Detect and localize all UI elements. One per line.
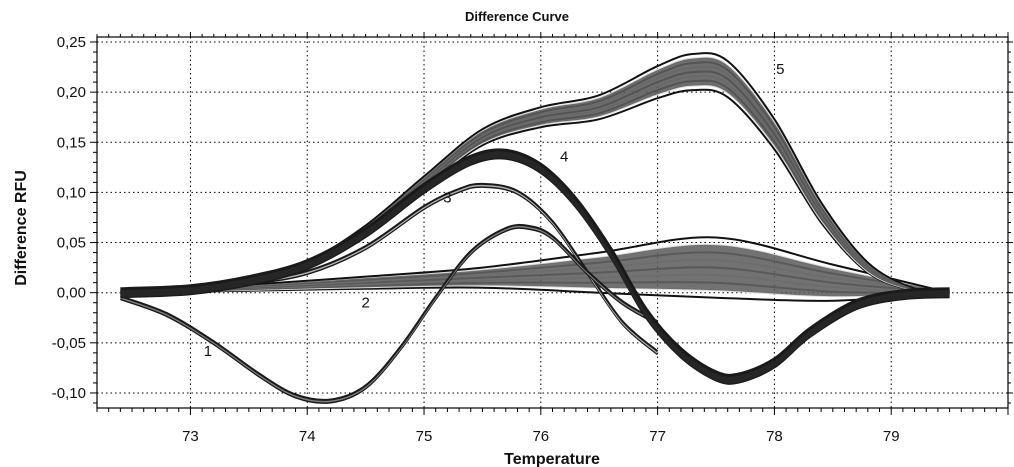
series-4 xyxy=(120,148,950,385)
tick-labels: 73 74 75 76 77 78 79 0,25 0,20 0,15 0,10 0,05 0,00 -0… xyxy=(52,34,900,445)
x-tick-label: 76 xyxy=(532,428,549,445)
series-2-band xyxy=(120,244,950,297)
y-tick-label: 0,15 xyxy=(57,134,86,151)
curves xyxy=(120,52,950,404)
series-4-line xyxy=(120,148,950,377)
x-tick-label: 79 xyxy=(883,428,900,445)
curve-label-5: 5 xyxy=(776,61,784,78)
x-tick-label: 78 xyxy=(766,428,783,445)
grid xyxy=(97,37,1008,408)
curve-label-4: 4 xyxy=(560,148,568,165)
y-tick-label: -0,05 xyxy=(52,335,86,352)
y-tick-label: 0,05 xyxy=(57,235,86,252)
x-tick-label: 74 xyxy=(299,428,316,445)
x-tick-label: 77 xyxy=(649,428,666,445)
series-5-line xyxy=(120,65,950,294)
series-1-line xyxy=(120,223,659,401)
y-tick-label: 0,00 xyxy=(57,285,86,302)
x-tick-label: 75 xyxy=(416,428,433,445)
x-axis-title: Temperature xyxy=(504,451,600,467)
series-5-line xyxy=(120,56,950,294)
chart-title: Difference Curve xyxy=(465,9,569,24)
series-5-line xyxy=(120,52,950,294)
series-2 xyxy=(120,236,950,302)
y-tick-label: -0,10 xyxy=(52,385,86,402)
series-1 xyxy=(120,223,659,404)
y-tick-label: 0,25 xyxy=(57,34,86,51)
curve-label-3: 3 xyxy=(443,189,451,206)
curve-label-1: 1 xyxy=(204,343,212,360)
y-axis-title: Difference RFU xyxy=(13,170,30,286)
series-5-line xyxy=(120,70,950,294)
y-tick-label: 0,10 xyxy=(57,184,86,201)
x-tick-label: 73 xyxy=(182,428,199,445)
series-5-band xyxy=(120,57,950,293)
ticks xyxy=(90,32,1013,415)
curve-label-2: 2 xyxy=(361,295,369,312)
series-5 xyxy=(120,52,950,294)
annotations: 1 2 3 4 5 xyxy=(204,61,785,360)
series-5-line xyxy=(120,61,950,294)
y-tick-label: 0,20 xyxy=(57,84,86,101)
series-1-line xyxy=(120,225,659,403)
